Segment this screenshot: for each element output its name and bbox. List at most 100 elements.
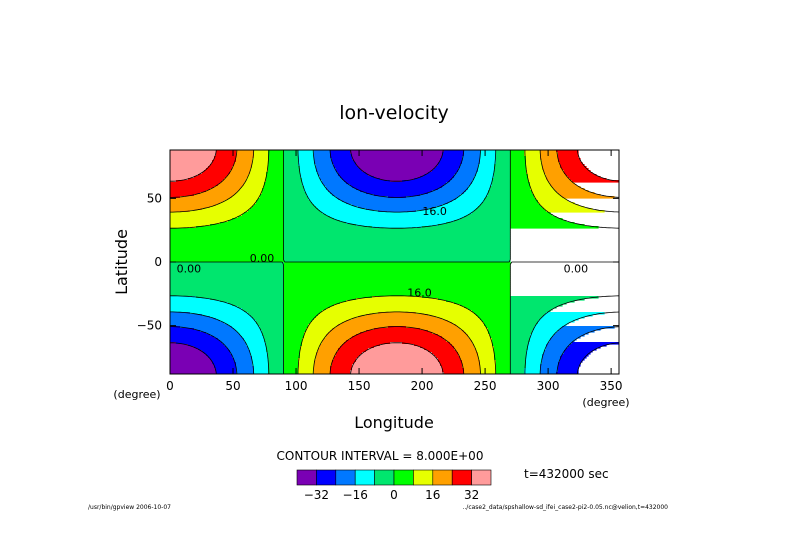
field-cell [202, 350, 231, 353]
field-cell [452, 344, 475, 347]
field-cell [378, 210, 417, 213]
field-cell [216, 154, 237, 157]
field-cell [250, 172, 267, 175]
field-cell [224, 344, 247, 347]
field-cell [314, 158, 333, 161]
field-cell [510, 158, 527, 161]
field-cell [284, 354, 301, 357]
field-cell [238, 190, 263, 193]
field-cell [206, 354, 233, 357]
legend-tick-label: 0 [390, 488, 398, 502]
field-cell [268, 164, 285, 167]
legend-swatch [296, 469, 317, 486]
field-cell [284, 370, 299, 373]
field-cell [388, 326, 407, 329]
field-cell [422, 226, 511, 229]
field-cell [546, 348, 567, 351]
field-cell [266, 176, 285, 179]
field-cell [284, 344, 303, 347]
field-cell [424, 174, 455, 177]
field-cell [216, 152, 237, 155]
field-cell [180, 326, 233, 329]
field-cell [268, 372, 285, 374]
field-cell [532, 190, 557, 193]
field-cell [472, 310, 511, 313]
contour-label: 16.0 [407, 287, 432, 300]
field-cell [320, 178, 343, 181]
field-cell [252, 358, 269, 361]
field-cell [284, 208, 319, 211]
field-cell [284, 346, 301, 349]
field-cell [420, 328, 461, 331]
field-cell [454, 346, 475, 349]
field-cell [334, 164, 357, 167]
field-cell [232, 354, 251, 357]
field-cell [496, 370, 511, 373]
field-cell [268, 352, 285, 355]
field-cell [494, 166, 511, 169]
field-cell [268, 160, 285, 163]
field-cell [170, 250, 285, 253]
field-cell [252, 364, 269, 367]
field-cell [510, 200, 539, 203]
field-cell [460, 194, 489, 197]
field-cell [474, 344, 493, 347]
field-cell [318, 314, 367, 317]
field-cell [526, 362, 543, 365]
field-cell [510, 208, 545, 211]
field-cell [510, 356, 527, 359]
field-cell [328, 190, 361, 193]
field-cell [220, 340, 245, 343]
field-cell [540, 204, 579, 207]
field-cell [314, 372, 331, 374]
field-cell [318, 350, 339, 353]
field-cell [204, 170, 231, 173]
field-cell [284, 318, 315, 321]
field-cell [284, 274, 511, 277]
field-cell [170, 184, 219, 187]
field-cell [268, 166, 285, 169]
field-cell [438, 224, 511, 227]
field-cell [284, 272, 511, 275]
field-cell [510, 344, 529, 347]
field-cell [458, 196, 487, 199]
field-cell [462, 362, 481, 365]
field-cell [474, 176, 495, 179]
field-cell [528, 180, 549, 183]
field-cell [360, 168, 435, 171]
field-cell [472, 180, 493, 183]
field-cell [284, 330, 307, 333]
field-cell [540, 366, 559, 369]
field-cell [304, 188, 327, 191]
field-cell [550, 184, 577, 187]
field-cell [524, 150, 541, 153]
field-cell [284, 268, 511, 271]
field-cell [478, 316, 511, 319]
field-cell [432, 170, 459, 173]
field-cell [510, 312, 547, 315]
field-cell [510, 362, 527, 365]
field-cell [284, 270, 511, 273]
field-cell [460, 166, 479, 169]
field-cell [284, 242, 511, 245]
field-cell [232, 304, 285, 307]
field-cell [284, 224, 357, 227]
contour-label: 0.00 [250, 252, 275, 265]
field-cell [314, 370, 331, 373]
field-cell [428, 192, 465, 195]
field-cell [284, 174, 301, 177]
field-cell [562, 354, 589, 357]
field-cell [510, 326, 535, 329]
field-cell [298, 360, 315, 363]
field-cell [284, 240, 511, 243]
field-cell [484, 324, 511, 327]
field-cell [284, 326, 309, 329]
field-cell [416, 210, 475, 213]
field-cell [170, 186, 215, 189]
field-cell [254, 372, 269, 374]
field-cell [252, 362, 269, 365]
field-cell [284, 332, 305, 335]
x-axis-unit: (degree) [582, 396, 629, 409]
field-cell [338, 174, 369, 177]
field-cell [366, 350, 429, 353]
